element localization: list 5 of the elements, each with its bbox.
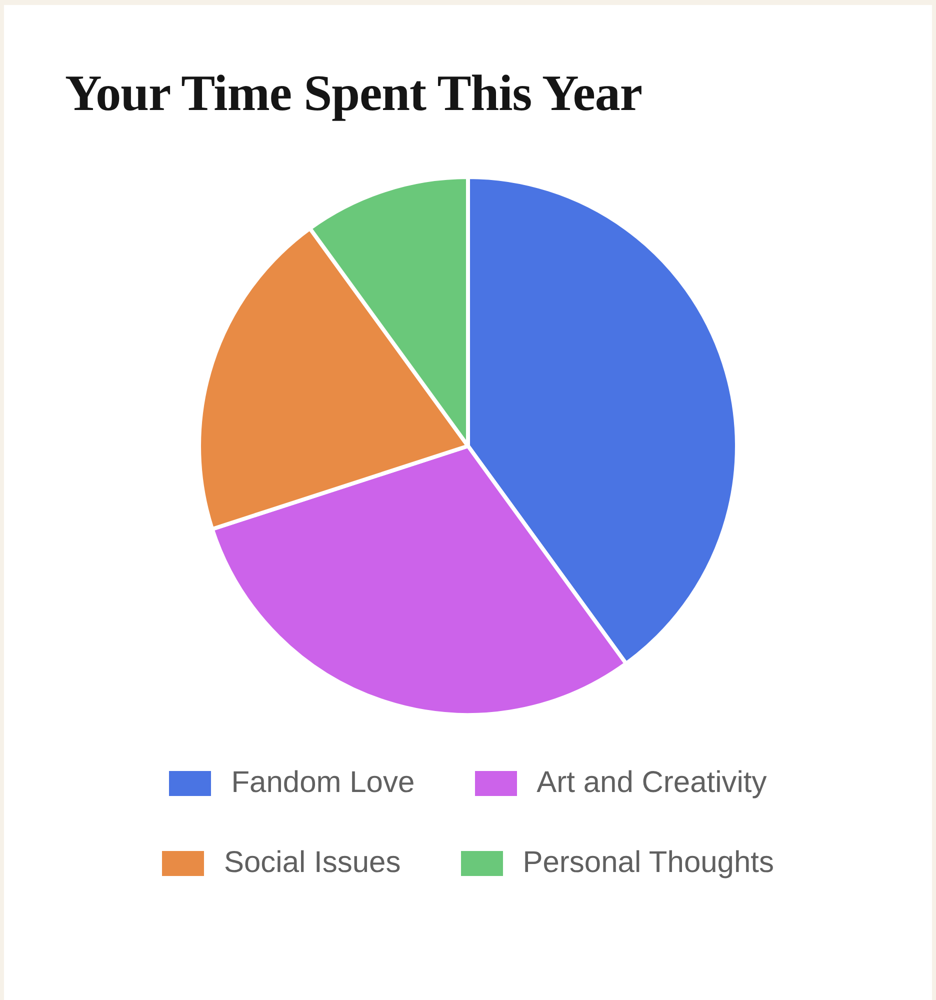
legend-label: Art and Creativity (536, 766, 767, 800)
legend-label: Social Issues (224, 846, 401, 880)
legend-label: Fandom Love (231, 766, 415, 800)
chart-title: Your Time Spent This Year (65, 65, 642, 123)
legend-label: Personal Thoughts (522, 846, 774, 880)
